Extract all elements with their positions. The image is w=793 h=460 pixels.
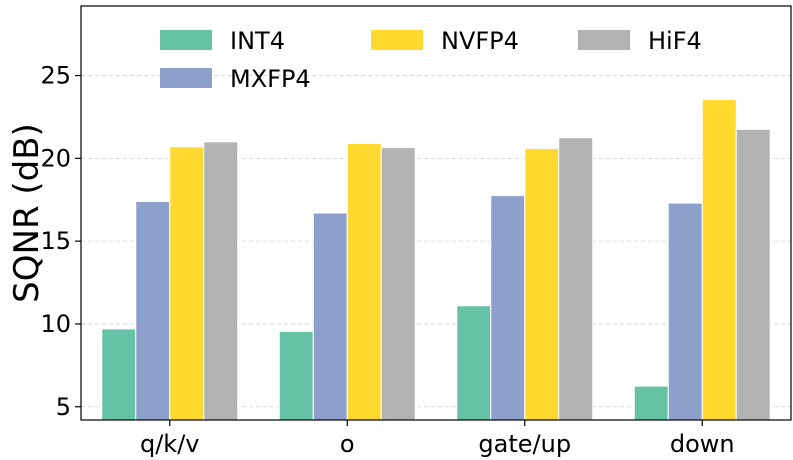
- legend-swatch-int4: [160, 30, 212, 50]
- bar-nvfp4-2: [524, 147, 560, 421]
- axis-ticks: 5 10 15 20 25 q/k/v o gate/up down: [40, 62, 734, 458]
- y-tick-label: 5: [56, 393, 71, 421]
- y-tick-label: 25: [40, 62, 71, 90]
- legend-label-mxfp4: MXFP4: [230, 65, 311, 93]
- y-tick-label: 15: [40, 227, 71, 255]
- x-tick-label: q/k/v: [140, 430, 200, 458]
- y-tick-label: 20: [40, 144, 71, 172]
- bar-hif4-2: [558, 137, 594, 421]
- bars: [101, 99, 771, 421]
- legend-label-hif4: HiF4: [648, 27, 702, 55]
- y-axis-label: SQNR (dB): [7, 123, 47, 303]
- bar-nvfp4-3: [701, 99, 737, 421]
- bar-int4-1: [278, 330, 314, 421]
- x-tick-label: gate/up: [478, 430, 571, 458]
- x-tick-label: down: [670, 430, 735, 458]
- bar-mxfp4-3: [667, 202, 703, 421]
- legend: INT4 MXFP4 NVFP4 HiF4: [160, 27, 702, 93]
- legend-label-nvfp4: NVFP4: [441, 27, 519, 55]
- bar-nvfp4-0: [169, 146, 205, 421]
- y-tick-label: 10: [40, 310, 71, 338]
- bar-mxfp4-2: [490, 195, 526, 421]
- bar-nvfp4-1: [346, 142, 382, 421]
- bar-hif4-0: [203, 141, 239, 421]
- bar-int4-2: [456, 305, 492, 421]
- legend-swatch-nvfp4: [371, 30, 423, 50]
- plot-frame: [80, 5, 792, 421]
- bar-mxfp4-0: [135, 200, 171, 421]
- bar-hif4-1: [380, 147, 416, 421]
- bar-int4-0: [101, 328, 137, 421]
- legend-swatch-hif4: [578, 30, 630, 50]
- bar-hif4-3: [735, 128, 771, 421]
- x-tick-label: o: [340, 430, 355, 458]
- bar-int4-3: [633, 385, 669, 421]
- legend-swatch-mxfp4: [160, 68, 212, 88]
- legend-label-int4: INT4: [230, 27, 285, 55]
- bar-mxfp4-1: [312, 212, 348, 421]
